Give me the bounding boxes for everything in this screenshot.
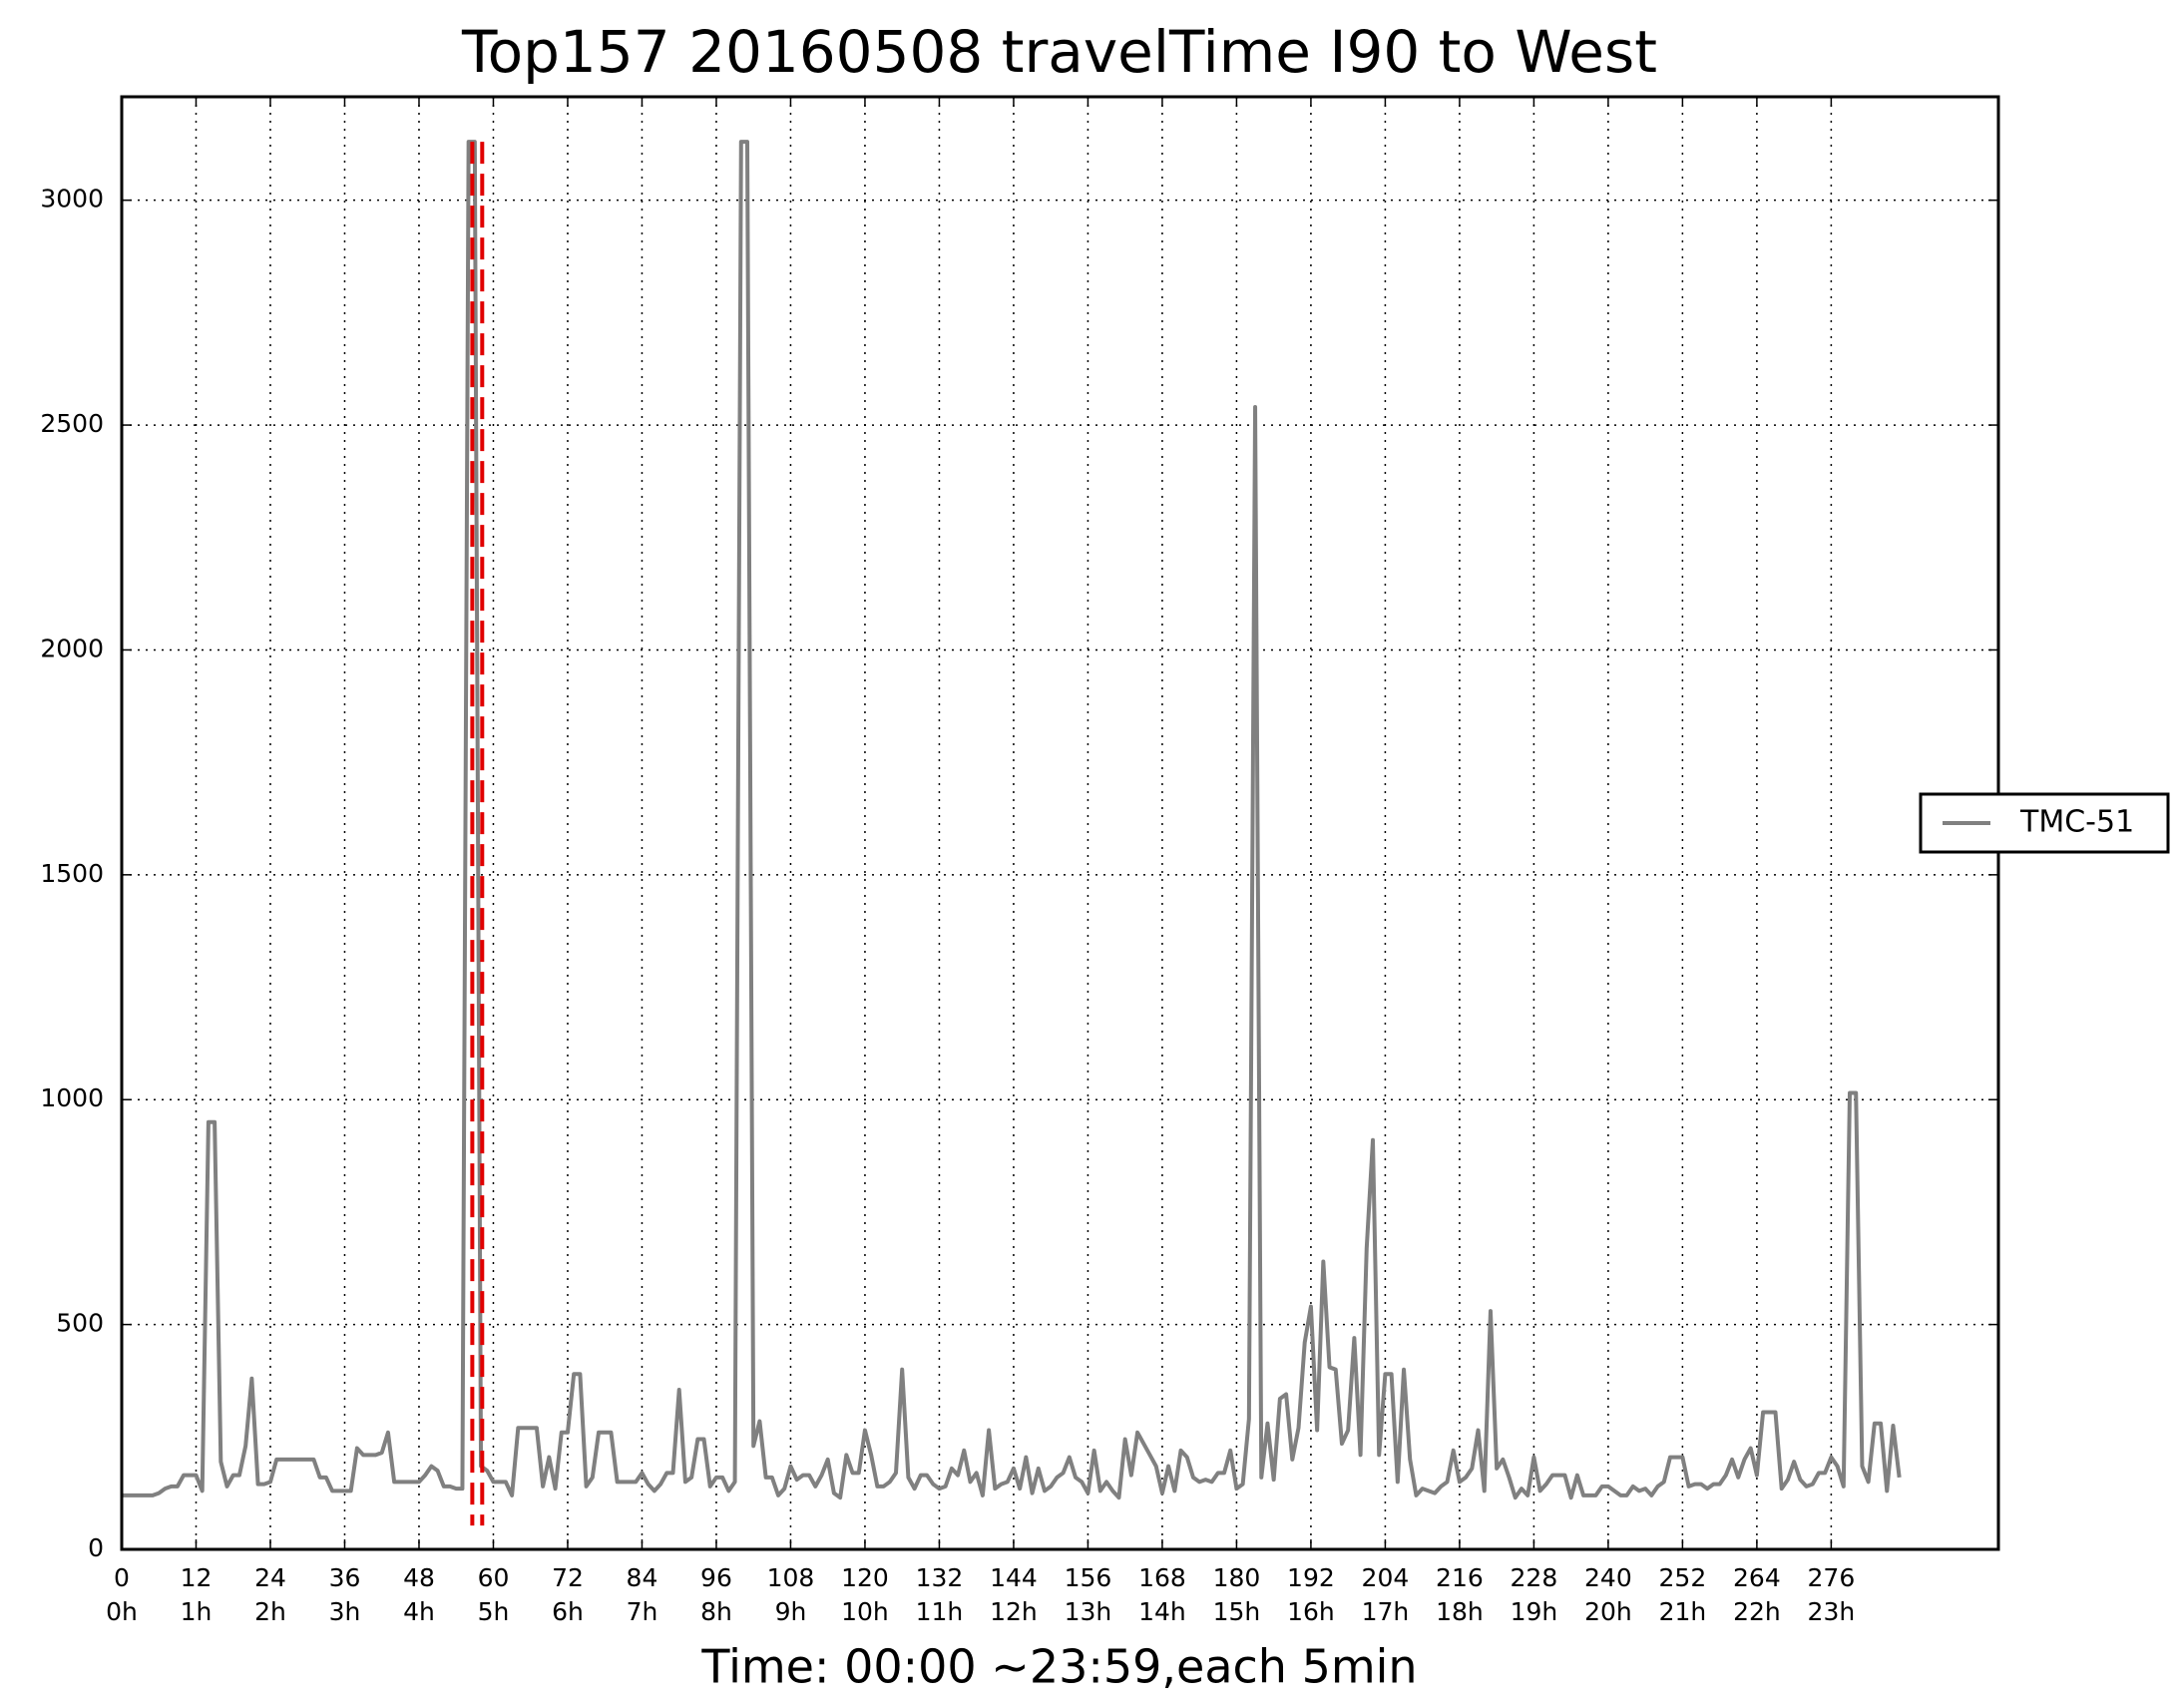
x-tick-label: 48 4h [403, 1563, 435, 1626]
legend: TMC-51 [1919, 792, 2170, 854]
x-tick-label: 120 10h [841, 1563, 889, 1626]
legend-label: TMC-51 [2019, 805, 2134, 840]
x-tick-label: 0 0h [106, 1563, 138, 1626]
y-tick-label: 1500 [40, 859, 104, 888]
x-tick-label: 72 6h [552, 1563, 584, 1626]
x-tick-label: 12 1h [181, 1563, 213, 1626]
x-tick-label: 228 19h [1511, 1563, 1558, 1626]
x-tick-label: 204 17h [1362, 1563, 1410, 1626]
y-tick-label: 2000 [40, 634, 104, 662]
x-tick-label: 36 3h [329, 1563, 361, 1626]
x-tick-label: 264 22h [1733, 1563, 1781, 1626]
x-tick-label: 144 12h [990, 1563, 1038, 1626]
x-tick-label: 180 15h [1213, 1563, 1261, 1626]
x-tick-label: 216 18h [1436, 1563, 1484, 1626]
x-tick-label: 60 5h [478, 1563, 510, 1626]
data-line [122, 140, 1902, 1500]
x-tick-label: 276 23h [1808, 1563, 1856, 1626]
y-tick-label: 3000 [40, 185, 104, 214]
x-tick-label: 252 21h [1659, 1563, 1707, 1626]
x-tick-label: 132 11h [916, 1563, 964, 1626]
x-tick-label: 84 7h [627, 1563, 658, 1626]
x-tick-label: 108 9h [767, 1563, 815, 1626]
x-axis-label: Time: 00:00 ~23:59,each 5min [700, 1640, 1417, 1694]
plot-frame [120, 95, 2000, 1551]
y-tick-label: 2500 [40, 409, 104, 438]
x-tick-label: 168 14h [1138, 1563, 1186, 1626]
y-tick-label: 0 [88, 1533, 104, 1562]
x-tick-label: 240 20h [1584, 1563, 1632, 1626]
y-tick-label: 500 [56, 1309, 104, 1338]
chart-title: Top157 20160508 travelTime I90 to West [461, 18, 1657, 86]
x-tick-label: 192 16h [1287, 1563, 1335, 1626]
y-tick-label: 1000 [40, 1083, 104, 1112]
x-tick-label: 156 13h [1065, 1563, 1112, 1626]
x-tick-label: 24 2h [254, 1563, 286, 1626]
x-tick-label: 96 8h [700, 1563, 732, 1626]
